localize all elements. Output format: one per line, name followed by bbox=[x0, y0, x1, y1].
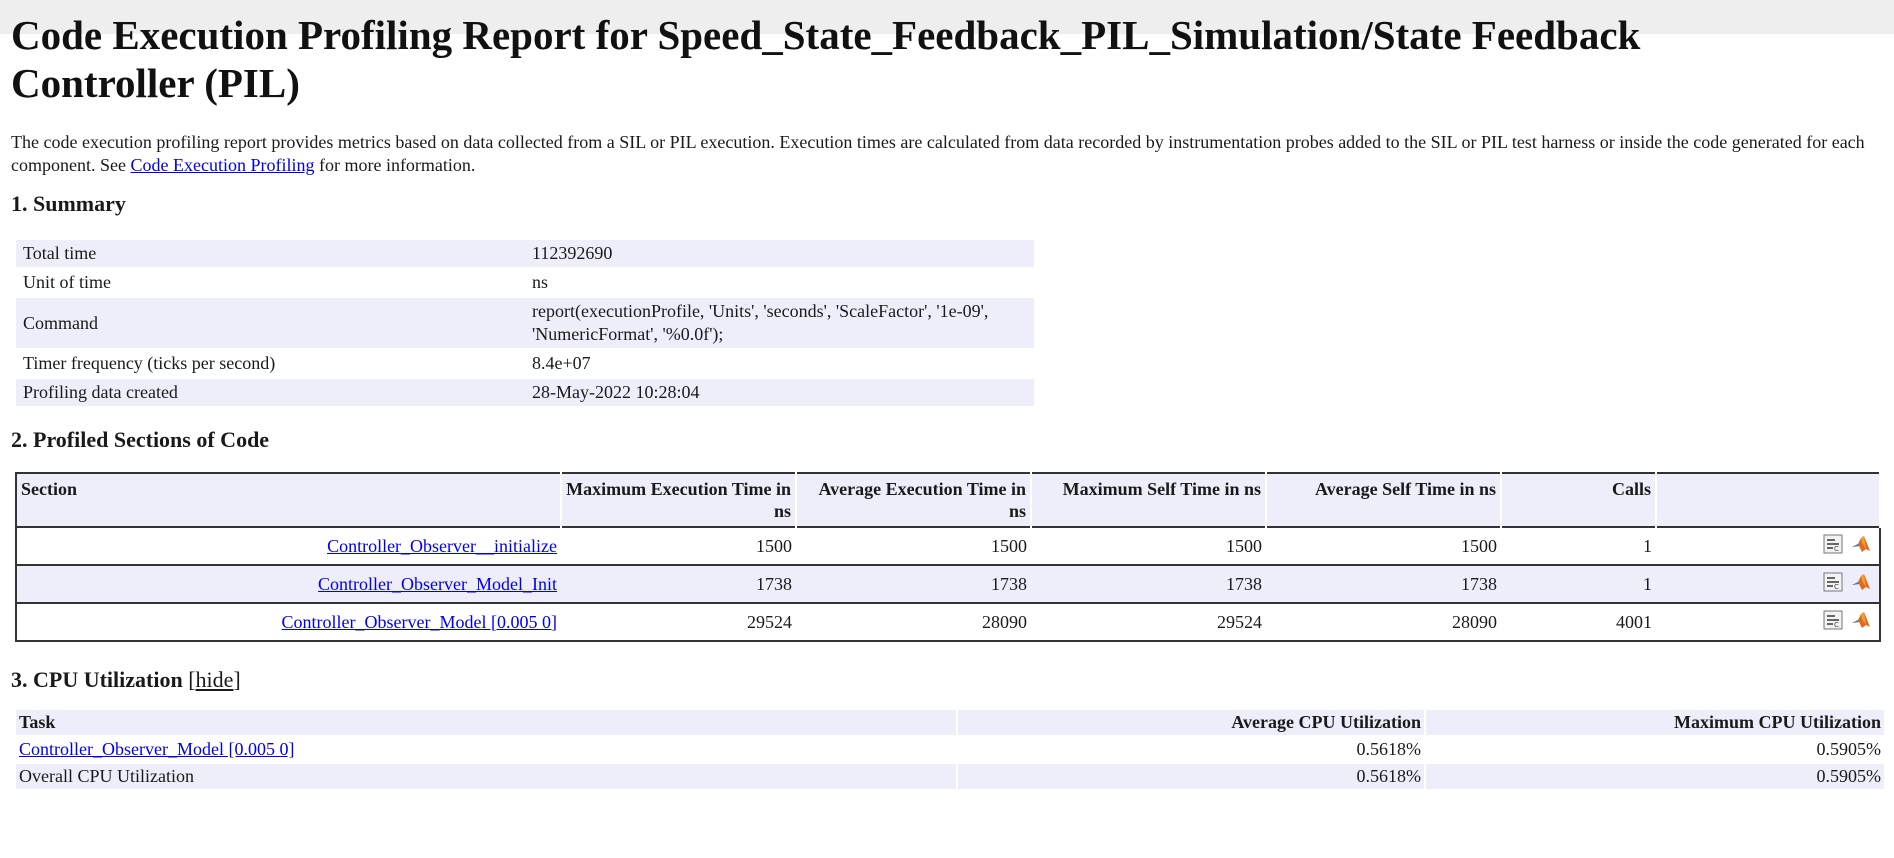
task-link[interactable]: Controller_Observer_Model [0.005 0] bbox=[19, 739, 295, 759]
svg-text:C: C bbox=[1834, 583, 1839, 591]
code-view-icon[interactable]: C bbox=[1823, 610, 1843, 635]
top-bar bbox=[0, 0, 1894, 34]
cpu-header-row: Task Average CPU Utilization Maximum CPU… bbox=[16, 710, 1884, 735]
avg-exec-cell: 28090 bbox=[796, 602, 1031, 641]
summary-key: Timer frequency (ticks per second) bbox=[23, 353, 276, 373]
report-page: Code Execution Profiling Report for Spee… bbox=[11, 12, 1886, 791]
matlab-icon[interactable] bbox=[1851, 610, 1871, 635]
summary-value: 8.4e+07 bbox=[532, 353, 591, 373]
intro-text: The code execution profiling report prov… bbox=[11, 132, 1865, 175]
section-name-cell: Controller_Observer_Model [0.005 0] bbox=[16, 602, 561, 641]
max-self-cell: 1738 bbox=[1031, 564, 1266, 603]
sections-heading: 2. Profiled Sections of Code bbox=[11, 427, 270, 452]
avg-exec-cell: 1500 bbox=[796, 526, 1031, 565]
summary-row: Unit of time ns bbox=[16, 269, 1034, 296]
summary-key: Total time bbox=[16, 240, 525, 267]
calls-cell: 4001 bbox=[1501, 602, 1656, 641]
col-section: Section bbox=[16, 473, 562, 527]
col-max-self: Maximum Self Time in ns bbox=[1031, 473, 1267, 527]
col-task: Task bbox=[16, 710, 956, 735]
max-exec-cell: 29524 bbox=[561, 602, 796, 641]
calls-cell: 1 bbox=[1501, 526, 1656, 565]
table-row: Controller_Observer__initialize 1500 150… bbox=[16, 526, 1880, 565]
summary-value: ns bbox=[532, 272, 549, 292]
hide-toggle: [hide] bbox=[188, 667, 241, 692]
summary-value: 112392690 bbox=[525, 240, 1034, 267]
svg-text:C: C bbox=[1834, 621, 1839, 629]
section-link[interactable]: Controller_Observer__initialize bbox=[327, 535, 557, 556]
col-avg-exec: Average Execution Time in ns bbox=[796, 473, 1032, 527]
section-link[interactable]: Controller_Observer_Model_Init bbox=[318, 573, 557, 594]
summary-row: Timer frequency (ticks per second) 8.4e+… bbox=[16, 350, 1034, 377]
summary-row: Total time 112392690 bbox=[16, 240, 1034, 267]
actions-cell: C bbox=[1656, 526, 1880, 565]
max-self-cell: 29524 bbox=[1031, 602, 1266, 641]
col-avg-cpu: Average CPU Utilization bbox=[958, 710, 1424, 735]
col-avg-self: Average Self Time in ns bbox=[1266, 473, 1502, 527]
avg-self-cell: 1500 bbox=[1266, 526, 1501, 565]
sections-table: Section Maximum Execution Time in ns Ave… bbox=[15, 472, 1881, 642]
avg-exec-cell: 1738 bbox=[796, 564, 1031, 603]
summary-value: 28-May-2022 10:28:04 bbox=[525, 379, 1034, 406]
col-calls: Calls bbox=[1501, 473, 1657, 527]
avg-cpu-cell: 0.5618% bbox=[958, 764, 1424, 789]
intro-paragraph: The code execution profiling report prov… bbox=[11, 131, 1881, 177]
col-max-cpu: Maximum CPU Utilization bbox=[1426, 710, 1884, 735]
max-exec-cell: 1738 bbox=[561, 564, 796, 603]
summary-value: report(executionProfile, 'Units', 'secon… bbox=[525, 298, 1034, 348]
matlab-icon[interactable] bbox=[1851, 572, 1871, 597]
actions-cell: C bbox=[1656, 602, 1880, 641]
sections-header-row: Section Maximum Execution Time in ns Ave… bbox=[16, 473, 1881, 527]
table-row: Overall CPU Utilization 0.5618% 0.5905% bbox=[16, 764, 1884, 789]
avg-self-cell: 1738 bbox=[1266, 564, 1501, 603]
actions-cell: C bbox=[1656, 564, 1880, 603]
col-actions bbox=[1656, 473, 1881, 527]
summary-heading: 1. Summary bbox=[11, 191, 126, 216]
avg-cpu-cell: 0.5618% bbox=[1356, 739, 1422, 759]
summary-key: Command bbox=[16, 298, 525, 348]
cpu-heading: 3. CPU Utilization [hide] bbox=[11, 666, 1883, 694]
hide-link[interactable]: hide bbox=[195, 667, 234, 692]
col-max-exec: Maximum Execution Time in ns bbox=[561, 473, 797, 527]
section-link[interactable]: Controller_Observer_Model [0.005 0] bbox=[281, 611, 557, 632]
code-view-icon[interactable]: C bbox=[1823, 534, 1843, 559]
page-title: Code Execution Profiling Report for Spee… bbox=[11, 12, 1641, 106]
summary-key: Unit of time bbox=[23, 272, 111, 292]
svg-text:C: C bbox=[1834, 545, 1839, 553]
max-cpu-cell: 0.5905% bbox=[1816, 739, 1882, 759]
table-row: Controller_Observer_Model [0.005 0] 2952… bbox=[16, 602, 1880, 641]
matlab-icon[interactable] bbox=[1851, 534, 1871, 559]
calls-cell: 1 bbox=[1501, 564, 1656, 603]
task-cell: Controller_Observer_Model [0.005 0] bbox=[16, 737, 956, 762]
max-self-cell: 1500 bbox=[1031, 526, 1266, 565]
cpu-heading-text: 3. CPU Utilization bbox=[11, 667, 183, 692]
table-row: Controller_Observer_Model_Init 1738 1738… bbox=[16, 564, 1880, 603]
max-exec-cell: 1500 bbox=[561, 526, 796, 565]
table-row: Controller_Observer_Model [0.005 0] 0.56… bbox=[16, 737, 1884, 762]
section-name-cell: Controller_Observer_Model_Init bbox=[16, 564, 561, 603]
task-cell: Overall CPU Utilization bbox=[16, 764, 956, 789]
summary-key: Profiling data created bbox=[16, 379, 525, 406]
code-execution-profiling-link[interactable]: Code Execution Profiling bbox=[130, 155, 315, 175]
section-name-cell: Controller_Observer__initialize bbox=[16, 526, 561, 565]
summary-row: Command report(executionProfile, 'Units'… bbox=[16, 298, 1034, 348]
cpu-table: Task Average CPU Utilization Maximum CPU… bbox=[14, 708, 1886, 791]
avg-self-cell: 28090 bbox=[1266, 602, 1501, 641]
summary-table: Total time 112392690 Unit of time ns Com… bbox=[16, 238, 1034, 408]
intro-text-end: for more information. bbox=[314, 155, 476, 175]
code-view-icon[interactable]: C bbox=[1823, 572, 1843, 597]
summary-row: Profiling data created 28-May-2022 10:28… bbox=[16, 379, 1034, 406]
max-cpu-cell: 0.5905% bbox=[1426, 764, 1884, 789]
